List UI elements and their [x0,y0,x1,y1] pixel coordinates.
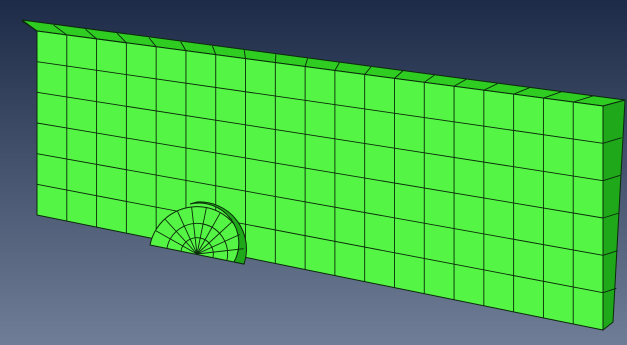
top-edge-line [116,33,127,44]
top-edge-line [274,54,277,63]
notch-line [196,207,207,255]
top-edge-line [453,78,467,87]
top-edge-line [212,45,217,55]
top-edge-line [304,58,309,67]
top-edge-line [85,28,97,40]
side-edge-line [602,174,621,182]
top-edge-line [573,95,594,103]
mesh [21,20,622,324]
notch-line [196,221,232,255]
notch-line [196,248,244,255]
mesh-line [36,61,604,144]
mesh-line [36,183,604,294]
mesh-line [36,153,604,256]
top-edge-line [53,24,68,36]
mesh-line [36,91,604,182]
top-edge-line [21,20,38,32]
side-edge-line [602,287,617,294]
notch-line [196,234,240,255]
top-edge-line [483,82,499,91]
top-edge-line [148,37,157,48]
top-edge-line [543,91,562,99]
top-edge-line [394,70,404,79]
notch-ring [180,237,214,258]
notch-line [155,230,198,255]
notch-side [189,201,247,265]
top-edge-line [243,50,246,59]
top-edge-line [424,74,435,83]
top-edge-line [334,62,340,71]
top-edge-line [513,87,530,95]
top-edge-line [180,41,187,51]
side-edge-line [602,250,618,256]
notch-ring [166,222,229,261]
notch-line [164,219,198,255]
mesh-line [36,122,604,219]
notch-mesh [155,207,244,261]
notch-line [191,207,198,255]
notch-line [177,211,198,255]
side-edge-line [602,137,622,144]
side-edge-line [602,212,620,219]
notch-line [196,212,221,255]
top-edge-line [364,66,372,75]
